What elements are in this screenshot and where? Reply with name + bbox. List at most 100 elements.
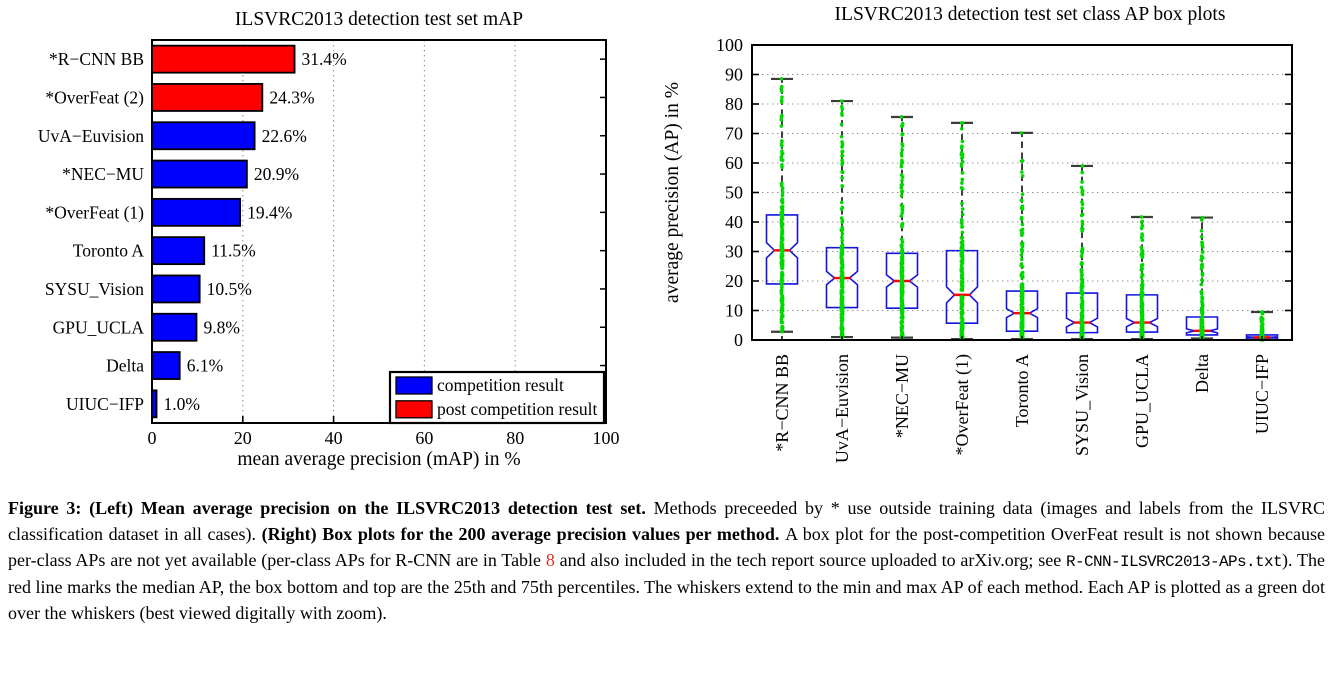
ap-dots-1 [839,99,845,339]
box-category-label-3: *OverFeat (1) [952,354,973,455]
boxplot-2: *NEC−MU [885,115,919,438]
bar-category-label-7: GPU_UCLA [53,317,145,337]
boxplot-7: Delta [1185,215,1219,393]
bar-value-label-5: 11.5% [211,241,256,261]
caption-segment-0: Figure 3: (Left) Mean average precision … [8,498,654,518]
ap-dots-3 [959,121,965,341]
caption-segment-7: ). The red line marks the median AP, the… [8,549,1325,624]
notched-box-8 [1245,334,1279,341]
legend-label-comp: competition result [437,375,564,395]
bar-4 [151,197,241,227]
ap-dots-2 [899,115,905,340]
boxplot-0: *R−CNN BB [765,77,799,452]
ap-dots-5 [1079,164,1085,341]
caption-table-8-link: 8 [545,549,555,570]
box-category-label-0: *R−CNN BB [772,354,792,452]
bar-category-label-5: Toronto A [73,241,145,261]
boxplot-5: SYSU_Vision [1065,164,1099,456]
box-category-label-1: UvA−Euvision [832,354,852,463]
box-plot-area: ILSVRC2013 detection test set class AP b… [662,4,1293,463]
legend-swatch-post [395,400,433,419]
boxplot-8: UIUC−IFP [1245,310,1279,434]
notched-box-4 [1005,290,1039,332]
notched-box-3 [945,249,979,324]
bar-category-label-2: UvA−Euvision [38,126,144,146]
y-tick-label-60: 60 [725,153,743,173]
left-chart-xlabel: mean average precision (mAP) in % [237,449,520,470]
bar-6 [151,274,201,304]
bar-category-label-6: SYSU_Vision [45,279,144,299]
bar-category-label-3: *NEC−MU [62,164,144,184]
caption-segment-5: and also included in the tech report sou… [554,549,1066,570]
axes-box [151,39,607,424]
y-tick-label-50: 50 [725,183,743,203]
legend-label-post: post competition result [437,399,598,419]
y-tick-label-90: 90 [725,65,743,85]
bar-value-label-4: 19.4% [247,202,292,222]
bar-value-label-0: 31.4% [302,49,347,69]
ap-box-plot-chart: ILSVRC2013 detection test set class AP b… [662,4,1293,463]
box-category-label-8: UIUC−IFP [1252,354,1272,434]
caption-segment-1: Methods preceeded by * use outside train… [8,498,1325,544]
bar-value-label-9: 1.0% [164,394,200,414]
bar-1 [151,83,264,112]
caption-segment-3: A box plot for the post-competition Over… [8,523,1325,570]
bar-category-label-4: *OverFeat (1) [45,202,144,222]
y-tick-label-40: 40 [725,212,743,232]
notched-box-2 [885,252,919,309]
boxplot-3: *OverFeat (1) [945,121,979,455]
map-bar-chart: ILSVRC2013 detection test set mAP 31.4% *R… [38,9,620,470]
legend-swatch-comp [395,376,433,395]
notched-box-5 [1065,292,1099,334]
right-chart-title: ILSVRC2013 detection test set class AP b… [835,4,1226,25]
x-tick-label-100: 100 [593,428,620,448]
x-tick-label-60: 60 [415,428,433,448]
x-tick-label-80: 80 [506,428,524,448]
ap-dots-4 [1019,131,1025,341]
bar-value-label-1: 24.3% [269,87,314,107]
y-tick-label-80: 80 [725,94,743,114]
boxplot-1: UvA−Euvision [825,99,859,463]
y-tick-label-10: 10 [725,301,743,321]
box-category-label-7: Delta [1192,354,1212,393]
box-category-label-5: SYSU_Vision [1072,354,1092,456]
notched-box-7 [1185,316,1219,336]
x-tick-label-0: 0 [148,428,157,448]
bar-category-label-8: Delta [106,356,144,376]
bar-category-label-0: *R−CNN BB [49,49,144,69]
y-tick-label-20: 20 [725,271,743,291]
bar-value-label-7: 9.8% [203,317,239,337]
y-tick-label-100: 100 [716,35,743,55]
ap-dots-6 [1139,215,1145,341]
notched-box-0 [765,214,799,285]
bar-8 [151,351,181,380]
box-category-label-6: GPU_UCLA [1132,354,1152,448]
bar-3 [151,159,248,189]
x-tick-label-40: 40 [325,428,343,448]
caption-segment-2: (Right) Box plots for the 200 average pr… [261,523,786,544]
bar-2 [151,121,256,151]
bar-value-label-6: 10.5% [207,279,252,299]
boxplot-6: GPU_UCLA [1125,215,1159,448]
bar-category-label-9: UIUC−IFP [66,394,144,414]
y-tick-label-30: 30 [725,242,743,262]
bar-value-label-3: 20.9% [254,164,299,184]
figure-charts: ILSVRC2013 detection test set mAP 31.4% *R… [38,4,1293,470]
notched-box-6 [1125,294,1159,333]
bar-value-label-2: 22.6% [262,126,307,146]
ap-dots-0 [779,77,785,334]
legend: competition result post competition resul… [388,370,606,425]
boxplot-4: Toronto A [1005,131,1039,427]
bar-5 [151,236,206,266]
bar-chart-plot: ILSVRC2013 detection test set mAP 31.4% *R… [38,9,620,470]
bar-category-label-1: *OverFeat (2) [45,87,144,107]
y-tick-label-70: 70 [725,124,743,144]
caption-filename: R-CNN-ILSVRC2013-APs.txt [1066,552,1283,571]
bar-7 [151,312,198,342]
left-chart-title: ILSVRC2013 detection test set mAP [235,9,523,30]
bar-0 [151,44,296,74]
y-tick-label-0: 0 [734,330,743,350]
box-category-label-2: *NEC−MU [892,354,912,438]
figure-caption: Figure 3: (Left) Mean average precision … [8,496,1325,627]
